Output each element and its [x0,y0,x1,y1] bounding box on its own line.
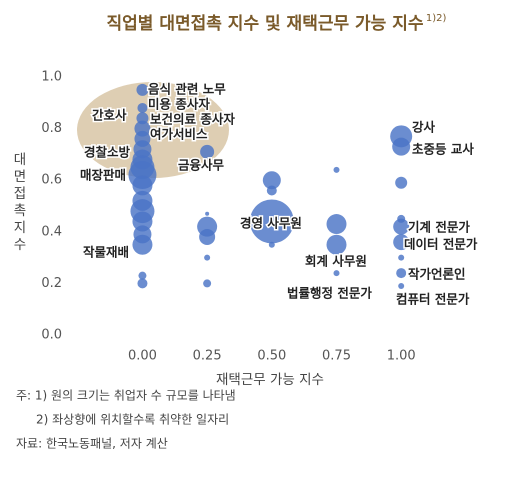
bubble [268,241,275,248]
bubble [262,171,281,190]
bubble [205,211,210,216]
annotation: 음식 관련 노무 [148,82,226,97]
annotation: 작가언론인 [408,267,466,282]
bubble [137,278,148,289]
bubble [393,234,410,251]
x-tick-label: 0.00 [128,349,157,364]
y-tick-label: 1.0 [41,70,62,85]
bubble [398,282,405,289]
bubble [132,211,153,232]
bubble [199,228,216,245]
annotation: 법률행정 전문가 [287,286,372,301]
bubble [249,199,294,244]
y-tick-label: 0.4 [41,224,62,239]
bubble [203,279,212,288]
annotation: 경찰소방 [84,145,131,160]
y-tick-label: 0.6 [41,173,62,188]
annotation: 경영 사무원 [240,216,302,231]
annotation: 간호사 [92,108,127,123]
bubble [204,254,211,261]
y-axis-label-char: 접 [14,186,26,202]
annotation: 보건의료 종사자 [150,112,235,127]
note: 주: 1) 원의 크기는 취업자 수 규모를 나타냄 [16,389,236,403]
y-axis-label-char: 대 [14,152,26,168]
annotation: 금융사무 [178,158,225,173]
annotation: 미용 종사자 [148,97,210,112]
annotation: 초중등 교사 [412,142,474,157]
x-axis-label: 재택근무 가능 지수 [216,372,324,388]
annotation: 작물재배 [83,245,129,260]
annotation: 회계 사무원 [305,254,367,269]
y-axis-label-char: 촉 [14,203,26,219]
bubble [393,218,410,235]
bubble [138,271,147,280]
bubble [326,234,347,255]
annotation: 기계 전문가 [408,220,470,235]
y-tick-label: 0.8 [41,121,62,136]
annotation: 여가서비스 [150,127,208,142]
bubble [132,234,153,255]
bubble [132,175,153,196]
bubble [396,268,407,279]
highlight-area [77,82,229,178]
chart-title: 직업별 대면접촉 지수 및 재택근무 가능 지수 [106,14,423,34]
y-tick-label: 0.2 [41,276,62,291]
note: 자료: 한국노동패널, 저자 계산 [16,437,168,451]
bubble [333,166,340,173]
x-tick-label: 0.25 [193,349,222,364]
y-axis-label-char: 지 [14,220,26,236]
bubble [136,83,149,96]
y-tick-label: 0.0 [41,328,62,343]
x-tick-label: 0.75 [322,349,351,364]
x-tick-label: 1.00 [387,349,416,364]
title-note: 1)2) [426,13,447,24]
bubble [398,254,405,261]
bubble [326,214,347,235]
y-axis-label-char: 수 [14,237,26,253]
bubble [333,270,340,277]
note: 2) 좌상향에 위치할수록 취약한 일자리 [36,412,229,427]
annotation: 매장판매 [80,168,126,183]
annotation: 데이터 전문가 [404,237,478,252]
annotation: 컴퓨터 전문가 [396,292,470,307]
annotation: 강사 [412,120,436,135]
bubble [395,176,408,189]
bubble [137,102,148,113]
bubble [392,137,411,156]
bubble [266,185,277,196]
x-tick-label: 0.50 [257,349,286,364]
bubble [200,144,215,159]
y-axis-label-char: 면 [14,169,26,185]
